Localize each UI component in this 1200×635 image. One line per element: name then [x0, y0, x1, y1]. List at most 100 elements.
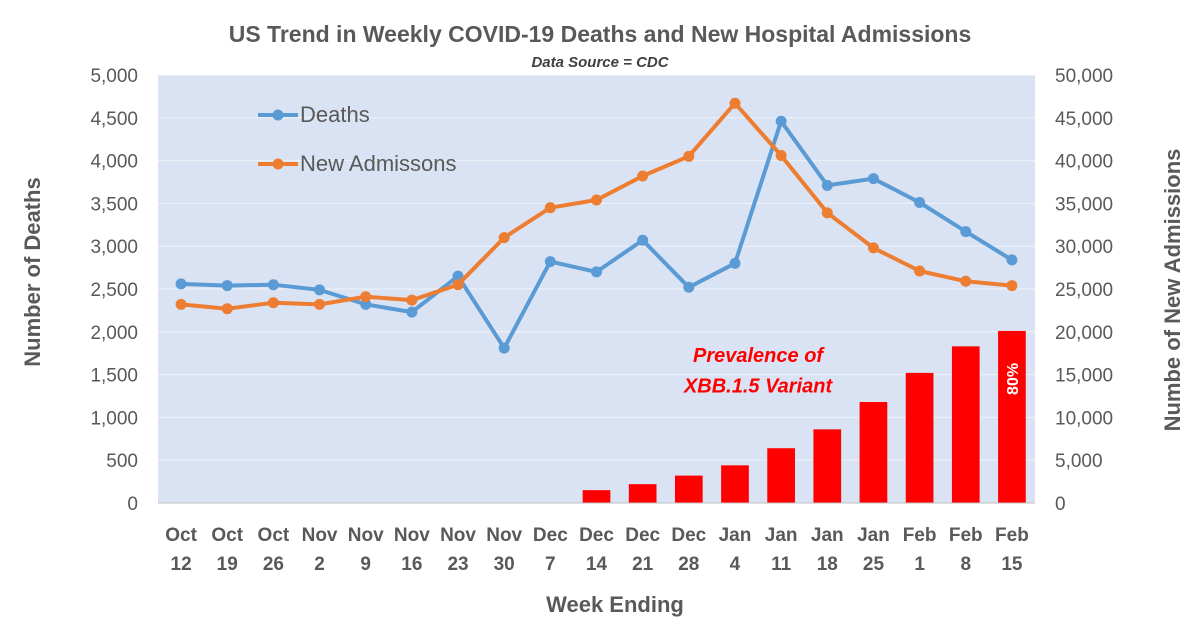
y-right-tick-label: 15,000: [1055, 366, 1113, 387]
series-point: [221, 303, 233, 315]
x-axis-title: Week Ending: [546, 592, 684, 617]
y-right-tick-label: 30,000: [1055, 237, 1113, 258]
chart-title: US Trend in Weekly COVID-19 Deaths and N…: [229, 21, 972, 47]
y-right-tick-label: 0: [1055, 494, 1066, 515]
legend: Deaths New Admissons: [258, 102, 457, 176]
gridlines: [158, 74, 1035, 461]
y-left-tick-label: 3,500: [90, 194, 138, 215]
x-tick-label-month: Oct: [258, 525, 290, 546]
x-tick-label-month: Jan: [857, 525, 890, 546]
x-tick-label-day: 8: [960, 554, 971, 575]
x-tick-label-month: Dec: [625, 525, 660, 546]
series-point: [1006, 280, 1018, 292]
series-point: [775, 149, 787, 161]
series-point: [544, 256, 556, 268]
series-point: [175, 298, 187, 310]
series-point: [314, 284, 326, 296]
x-tick-label-month: Jan: [765, 525, 798, 546]
series-lines: [175, 97, 1018, 354]
series-point: [452, 279, 464, 291]
x-tick-label-day: 26: [263, 554, 284, 575]
x-tick-label-month: Dec: [671, 525, 706, 546]
y-left-tick-label: 5,000: [90, 66, 138, 87]
legend-admissions-label: New Admissons: [300, 151, 457, 176]
x-tick-label-month: Jan: [719, 525, 752, 546]
prevalence-bar: [628, 484, 657, 503]
x-tick-label-day: 21: [632, 554, 654, 575]
y-right-tick-label: 5,000: [1055, 451, 1103, 472]
axes: 0 500 1,000 1,500 2,000 2,500 3,000 3,500 4,000 4…: [90, 66, 1113, 575]
x-tick-label-day: 14: [586, 554, 608, 575]
x-tick-label-month: Nov: [302, 525, 338, 546]
x-tick-label-month: Dec: [533, 525, 568, 546]
prevalence-bar: [951, 346, 980, 503]
x-tick-label-month: Feb: [949, 525, 983, 546]
x-tick-label-day: 28: [678, 554, 699, 575]
x-tick-label-month: Nov: [440, 525, 476, 546]
chart-subtitle: Data Source = CDC: [531, 54, 669, 71]
x-tick-label-month: Oct: [165, 525, 197, 546]
y-right-tick-label: 45,000: [1055, 109, 1113, 130]
prevalence-bar: [721, 465, 749, 503]
series-point: [360, 298, 372, 310]
series-point: [544, 202, 556, 214]
prevalence-bar: [674, 475, 703, 503]
series-point: [775, 115, 787, 127]
series-point: [498, 232, 510, 244]
series-point: [683, 150, 695, 162]
series-point: [498, 342, 510, 354]
y-right-tick-label: 25,000: [1055, 280, 1113, 301]
prevalence-bar: [859, 401, 888, 503]
legend-item-deaths: Deaths: [258, 102, 370, 127]
y-left-tick-label: 500: [106, 451, 138, 472]
x-tick-label-day: 30: [494, 554, 515, 575]
series-point: [960, 226, 972, 238]
x-tick-label-day: 1: [914, 554, 925, 575]
prevalence-bar: [813, 429, 842, 503]
x-tick-label-month: Nov: [486, 525, 522, 546]
y-left-tick-label: 0: [127, 494, 138, 515]
x-tick-label-month: Feb: [903, 525, 937, 546]
series-point: [267, 279, 279, 291]
legend-item-admissions: New Admissons: [258, 151, 457, 176]
x-tick-label-month: Dec: [579, 525, 614, 546]
legend-deaths-label: Deaths: [300, 102, 370, 127]
series-point: [867, 173, 879, 185]
y-axis-left-title: Number of Deaths: [20, 177, 45, 366]
x-tick-label-day: 16: [401, 554, 422, 575]
y-right-tick-label: 40,000: [1055, 152, 1113, 173]
x-tick-label-day: 4: [730, 554, 741, 575]
x-tick-label-month: Nov: [394, 525, 430, 546]
series-point: [637, 234, 649, 246]
bar-value-label: 80%: [1005, 363, 1022, 395]
prevalence-bar: [767, 448, 795, 503]
y-left-tick-label: 4,500: [90, 109, 138, 130]
series-point: [729, 97, 741, 109]
x-tick-label-day: 11: [771, 554, 792, 575]
x-tick-label-month: Feb: [995, 525, 1029, 546]
x-tick-label-day: 7: [545, 554, 556, 575]
x-tick-label-day: 15: [1001, 554, 1023, 575]
y-right-tick-label: 50,000: [1055, 66, 1113, 87]
y-left-tick-label: 2,500: [90, 280, 138, 301]
series-point: [914, 265, 926, 277]
series-point: [729, 257, 741, 269]
series-point: [406, 306, 418, 318]
y-right-tick-label: 35,000: [1055, 194, 1113, 215]
y-left-tick-label: 1,500: [90, 366, 138, 387]
legend-deaths-marker: [272, 109, 284, 121]
x-tick-label-day: 9: [360, 554, 371, 575]
series-point: [637, 170, 649, 182]
prevalence-bar: [582, 490, 611, 503]
annotations: Prevalence of XBB.1.5 Variant: [683, 345, 834, 398]
y-right-tick-label: 10,000: [1055, 408, 1113, 429]
x-tick-label-day: 12: [171, 554, 192, 575]
x-tick-label-month: Jan: [811, 525, 844, 546]
legend-admissions-marker: [272, 158, 284, 170]
x-tick-label-day: 23: [447, 554, 468, 575]
series-point: [914, 197, 926, 209]
series-point: [314, 298, 326, 310]
series-point: [821, 207, 833, 219]
